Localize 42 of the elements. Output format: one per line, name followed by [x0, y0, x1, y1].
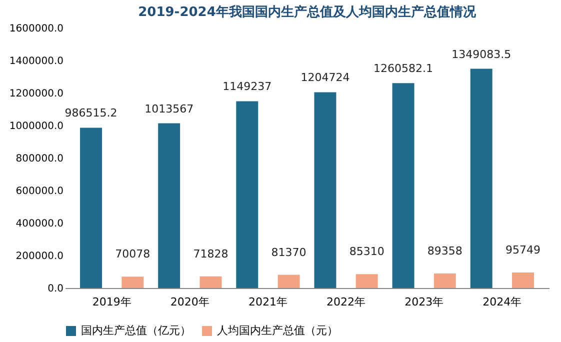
bar: [236, 101, 258, 288]
bar: [80, 128, 102, 288]
x-tick-label: 2021年: [248, 296, 288, 308]
data-label: 1349083.5: [452, 48, 512, 61]
y-tick-label: 200000.0: [16, 251, 64, 262]
bar: [158, 123, 180, 288]
data-label: 95749: [505, 243, 540, 256]
bar: [122, 276, 144, 288]
x-tick-label: 2019年: [92, 296, 132, 308]
y-tick-label: 0.0: [48, 284, 64, 294]
y-tick-label: 800000.0: [16, 154, 64, 164]
bar: [512, 272, 534, 288]
legend-label: 国内生产总值（亿元）: [81, 324, 191, 337]
y-tick-label: 600000.0: [16, 186, 64, 197]
y-tick-label: 1200000.0: [9, 88, 64, 100]
data-label: 1204724: [300, 71, 350, 84]
data-label: 1260582.1: [374, 62, 434, 76]
data-label: 986515.2: [64, 106, 118, 120]
legend-label: 人均国内生产总值（元）: [217, 324, 338, 337]
y-tick-label: 1400000.0: [9, 56, 64, 67]
chart-title: 2019-2024年我国国内生产总值及人均国内生产总值情况: [138, 4, 477, 20]
x-tick-label: 2020年: [170, 296, 210, 308]
bar: [278, 274, 300, 288]
data-label: 1013567: [144, 102, 194, 116]
bar: [356, 274, 378, 288]
bar: [392, 83, 414, 288]
y-tick-label: 1600000.0: [9, 24, 64, 34]
bar: [434, 273, 456, 288]
x-tick-label: 2022年: [326, 296, 366, 308]
x-tick-label: 2023年: [404, 296, 444, 308]
bar: [200, 276, 222, 288]
y-tick-label: 1000000.0: [9, 121, 64, 132]
bar: [470, 68, 492, 288]
data-label: 70078: [115, 248, 150, 261]
data-label: 85310: [349, 245, 384, 258]
data-label: 81370: [271, 246, 306, 259]
data-label: 71828: [193, 247, 228, 260]
x-tick-label: 2024年: [482, 296, 522, 308]
data-label: 1149237: [222, 80, 272, 94]
y-tick-label: 400000.0: [16, 218, 64, 230]
bar: [314, 92, 336, 288]
data-label: 89358: [427, 244, 462, 258]
